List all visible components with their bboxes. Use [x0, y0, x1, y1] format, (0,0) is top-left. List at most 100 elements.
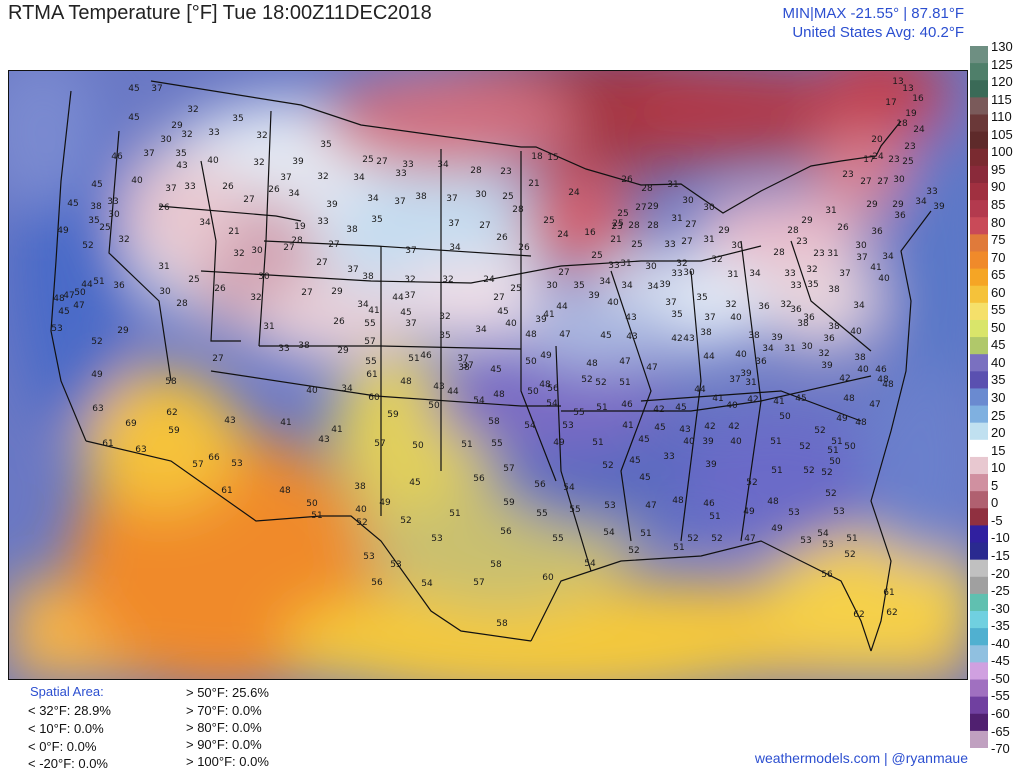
- station-temperature-label: 47: [646, 363, 657, 373]
- station-temperature-label: 23: [888, 155, 899, 165]
- station-temperature-label: 26: [214, 284, 226, 294]
- station-temperature-label: 51: [93, 277, 104, 287]
- colorbar-tick-label: 45: [991, 337, 1006, 353]
- station-temperature-label: 58: [165, 377, 177, 387]
- station-temperature-label: 33: [402, 160, 413, 170]
- station-temperature-label: 44: [694, 385, 706, 395]
- station-temperature-label: 34: [449, 243, 461, 253]
- station-temperature-label: 30: [703, 203, 715, 213]
- min-max-values: MIN|MAX -21.55° | 87.81°F: [782, 5, 964, 22]
- colorbar-segment: [970, 576, 988, 595]
- station-temperature-label: 42: [653, 405, 664, 415]
- station-temperature-label: 32: [256, 131, 267, 141]
- colorbar-segment: [970, 131, 988, 150]
- station-temperature-label: 52: [628, 546, 639, 556]
- station-temperature-label: 51: [771, 466, 782, 476]
- colorbar-tick-label: -35: [991, 618, 1010, 634]
- station-temperature-label: 38: [415, 192, 427, 202]
- colorbar-segment: [970, 388, 988, 407]
- station-temperature-label: 27: [558, 268, 569, 278]
- station-temperature-label: 32: [676, 259, 687, 269]
- station-temperature-label: 31: [667, 180, 678, 190]
- station-temperature-label: 31: [263, 322, 274, 332]
- station-temperature-label: 23: [500, 167, 511, 177]
- station-temperature-label: 33: [664, 240, 675, 250]
- station-temperature-label: 51: [449, 509, 460, 519]
- station-temperature-label: 45: [639, 473, 650, 483]
- station-temperature-label: 53: [800, 536, 811, 546]
- station-temperature-label: 48: [882, 380, 894, 390]
- station-temperature-label: 38: [458, 363, 470, 373]
- station-temperature-label: 44: [703, 352, 715, 362]
- station-temperature-label: 34: [915, 197, 927, 207]
- station-temperature-label: 37: [462, 361, 473, 371]
- station-temperature-label: 49: [771, 524, 783, 534]
- station-temperature-label: 28: [470, 166, 482, 176]
- station-temperature-label: 35: [371, 215, 382, 225]
- station-temperature-label: 45: [600, 331, 611, 341]
- station-temperature-label: 54: [584, 559, 596, 569]
- station-temperature-label: 25: [631, 240, 642, 250]
- station-temperature-label: 43: [433, 382, 444, 392]
- station-temperature-label: 39: [771, 333, 783, 343]
- station-temperature-label: 51: [619, 378, 630, 388]
- station-temperature-label: 32: [250, 293, 261, 303]
- station-temperature-label: 36: [113, 281, 125, 291]
- station-temperature-label: 37: [729, 375, 740, 385]
- colorbar-segment: [970, 268, 988, 287]
- station-temperature-label: 13: [892, 77, 903, 87]
- station-temperature-label: 34: [341, 384, 353, 394]
- station-temperature-label: 40: [850, 327, 862, 337]
- station-temperature-label: 35: [807, 280, 818, 290]
- stat-below-minus20: < -20°F: 0.0%: [28, 756, 108, 771]
- station-temperature-label: 33: [926, 187, 937, 197]
- station-temperature-label: 37: [839, 269, 850, 279]
- colorbar-segment: [970, 645, 988, 663]
- station-temperature-label: 27: [860, 177, 871, 187]
- station-temperature-label: 37: [405, 246, 416, 256]
- station-temperature-label: 38: [90, 202, 102, 212]
- station-temperature-label: 53: [822, 540, 833, 550]
- station-temperature-label: 62: [166, 408, 177, 418]
- station-temperature-label: 57: [374, 439, 385, 449]
- stat-above-80: > 80°F: 0.0%: [186, 720, 262, 735]
- station-temperature-label: 31: [827, 249, 838, 259]
- station-temperature-label: 55: [552, 534, 563, 544]
- station-temperature-label: 48: [279, 486, 291, 496]
- station-temperature-label: 32: [187, 105, 198, 115]
- station-temperature-label: 30: [801, 342, 813, 352]
- station-temperature-label: 34: [647, 282, 659, 292]
- colorbar-tick-label: 100: [991, 144, 1013, 160]
- colorbar-segment: [970, 165, 988, 184]
- station-temperature-label: 35: [320, 140, 331, 150]
- station-temperature-label: 54: [546, 399, 558, 409]
- station-temperature-label: 17: [885, 98, 896, 108]
- station-temperature-label: 47: [744, 534, 755, 544]
- credit-link[interactable]: weathermodels.com | @ryanmaue: [754, 750, 968, 766]
- colorbar-tick-label: -30: [991, 600, 1010, 616]
- station-temperature-label: 59: [503, 498, 515, 508]
- station-temperature-label: 26: [268, 185, 280, 195]
- station-temperature-label: 56: [473, 474, 485, 484]
- station-temperature-label: 45: [497, 307, 508, 317]
- station-temperature-label: 43: [318, 435, 329, 445]
- station-temperature-label: 49: [553, 438, 565, 448]
- station-temperature-label: 27: [243, 195, 254, 205]
- us-average: United States Avg: 40.2°F: [792, 24, 964, 41]
- station-temperature-label: 45: [795, 394, 806, 404]
- station-temperature-label: 58: [490, 560, 502, 570]
- station-temperature-label: 24: [557, 230, 569, 240]
- temperature-map[interactable]: 32 35 29 30 32 33 32 35 46 37 35 43 40 32 39 25 27 33 34 28…: [8, 70, 968, 680]
- station-temperature-label: 25: [591, 251, 602, 261]
- station-temperature-label: 35: [696, 293, 707, 303]
- station-temperature-label: 56: [547, 384, 559, 394]
- station-temperature-label: 28: [787, 226, 799, 236]
- station-temperature-label: 52: [844, 550, 855, 560]
- station-temperature-label: 37: [448, 219, 459, 229]
- colorbar-segment: [970, 337, 988, 355]
- station-temperature-label: 45: [409, 478, 420, 488]
- colorbar-tick-label: -15: [991, 548, 1010, 563]
- station-temperature-label: 30: [682, 196, 694, 206]
- station-temperature-label: 54: [524, 421, 536, 431]
- station-temperature-label: 42: [728, 422, 739, 432]
